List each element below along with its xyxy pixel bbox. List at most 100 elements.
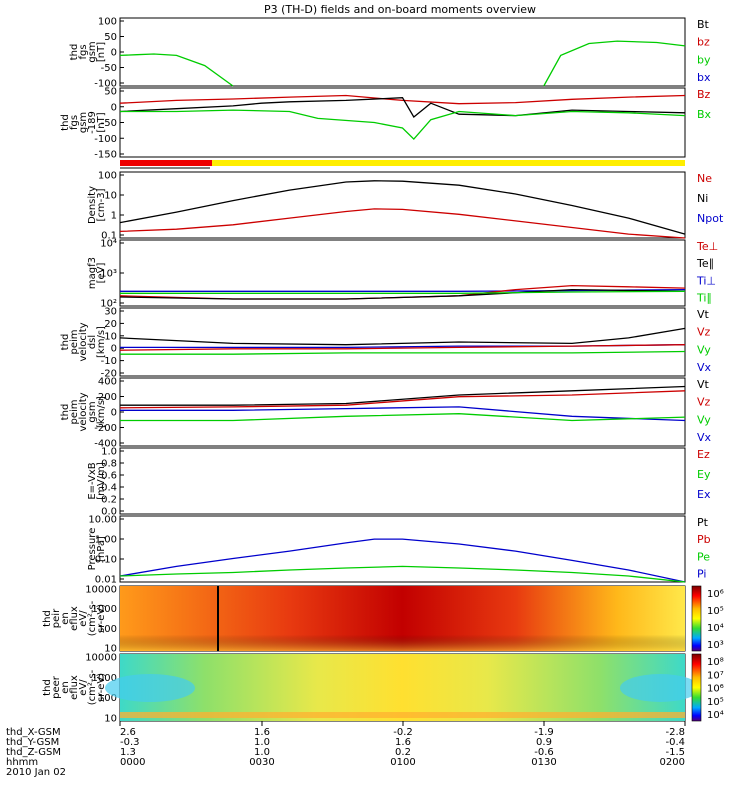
y-axis-label: (cm²-s- xyxy=(87,600,98,636)
y-tick-label: 0 xyxy=(111,48,117,59)
legend-label: Vx xyxy=(697,431,712,444)
electron-spectrogram-low-band xyxy=(120,712,685,718)
x-axis-value: -0.4 xyxy=(665,737,685,748)
y-axis-label: sr-eV) xyxy=(96,604,107,633)
series-line-ne xyxy=(119,208,686,239)
series-line-vy xyxy=(120,413,686,422)
panel-frame xyxy=(119,377,686,447)
y-axis-label: E=-VxB xyxy=(87,462,98,499)
y-axis-label: velocity xyxy=(78,392,89,431)
x-axis-value: 0200 xyxy=(660,757,685,768)
colorbar-ion xyxy=(691,585,702,652)
y-tick-label: 50 xyxy=(104,32,117,43)
x-axis-value: 1.0 xyxy=(254,737,270,748)
y-tick-label: -20 xyxy=(101,369,117,380)
colorbar-label: 10⁵ xyxy=(707,697,724,708)
y-axis-label: [cm-3] xyxy=(96,188,107,221)
y-axis-label: eflux xyxy=(69,606,80,631)
y-axis-label: thd xyxy=(60,404,71,421)
legend-label: Vt xyxy=(697,378,710,391)
series-line-pe xyxy=(119,565,686,583)
series-line-bt xyxy=(119,97,686,118)
y-tick-label: -10 xyxy=(101,356,117,367)
x-axis-value: -0.6 xyxy=(534,747,554,758)
series-line-bz xyxy=(119,94,686,105)
y-axis-label: eV/ xyxy=(78,679,89,696)
x-axis-row-label: thd_Y-GSM xyxy=(6,737,59,748)
x-axis-value: 0130 xyxy=(531,757,556,768)
ion-spectrogram-band xyxy=(120,586,685,651)
y-tick-label: 10² xyxy=(100,299,117,310)
x-axis-value: 0100 xyxy=(390,757,415,768)
y-tick-label: 1.0 xyxy=(101,447,117,458)
y-tick-label: 10 xyxy=(104,331,117,342)
colorbar-label: 10⁶ xyxy=(707,589,724,600)
legend-label: Vx xyxy=(697,361,712,374)
y-axis-label: Pressure xyxy=(87,528,98,571)
series-line-bx xyxy=(120,109,686,141)
series-line-vx xyxy=(120,406,686,422)
colorbar-label: 10³ xyxy=(707,640,724,651)
y-axis-label: [km/s] xyxy=(96,396,107,428)
y-axis-label: thd xyxy=(60,114,71,131)
y-tick-label: 30 xyxy=(104,307,117,318)
x-axis-value: 2.6 xyxy=(120,727,136,738)
legend-label: bz xyxy=(697,36,710,49)
y-tick-label: 10 xyxy=(104,714,117,725)
y-tick-label: 100 xyxy=(98,171,117,182)
y-axis-label: peir xyxy=(51,608,62,628)
legend-label: Pb xyxy=(697,533,711,546)
legend-label: Vy xyxy=(697,343,711,356)
y-axis-label: -189 xyxy=(87,111,98,134)
y-tick-label: 0 xyxy=(111,344,117,355)
y-axis-label: (cm²-s- xyxy=(87,669,98,705)
y-axis-label: Density xyxy=(87,186,98,224)
y-tick-label: 1 xyxy=(111,211,117,222)
y-axis-label: [eV] xyxy=(96,263,107,284)
y-axis-label: thd xyxy=(60,334,71,351)
y-axis-label: gsm xyxy=(87,401,98,422)
y-tick-label: 10000 xyxy=(85,585,117,596)
y-axis-label: eV/ xyxy=(78,610,89,627)
x-axis-value: -1.9 xyxy=(534,727,554,738)
legend-label: Pt xyxy=(697,516,709,529)
y-tick-label: 0 xyxy=(111,408,117,419)
x-axis-value: 1.6 xyxy=(395,737,411,748)
legend-label: by xyxy=(697,53,711,66)
y-axis-label: thd xyxy=(42,610,53,627)
series-line-by xyxy=(119,53,234,87)
y-tick-label: 400 xyxy=(98,377,117,388)
colorbar-label: 10⁴ xyxy=(707,623,724,634)
legend-label: Pi xyxy=(697,567,706,580)
series-line-ti∥ xyxy=(120,290,686,294)
x-axis-row-label: hhmm xyxy=(6,757,38,768)
y-tick-label: 0 xyxy=(111,102,117,113)
y-tick-label: 100 xyxy=(98,693,117,704)
panel-frame xyxy=(119,171,686,239)
panel-7: 1.00.80.60.40.20.0E=-VxB[mV/m] Ez Ey Ex xyxy=(87,447,711,518)
y-tick-label: -200 xyxy=(94,423,117,434)
series-line-vz xyxy=(119,344,686,351)
y-tick-label: 100 xyxy=(98,17,117,28)
series-line-by xyxy=(543,40,686,87)
colorbar-label: 10⁸ xyxy=(707,657,724,668)
legend-label: Bx xyxy=(697,108,712,121)
y-tick-label: 1.00 xyxy=(95,535,117,546)
colorbar-label: 10⁶ xyxy=(707,684,724,695)
y-axis-label: sr-eV) xyxy=(96,673,107,702)
x-axis-value: 0030 xyxy=(249,757,274,768)
legend-label: Bt xyxy=(697,18,710,31)
y-tick-label: 10 xyxy=(104,644,117,655)
x-axis-value: 1.0 xyxy=(254,747,270,758)
legend-label: Ez xyxy=(697,448,710,461)
y-tick-label: -100 xyxy=(94,134,117,145)
series-line-pi xyxy=(119,538,686,583)
panel-frame xyxy=(119,17,686,87)
y-axis-label: peim xyxy=(69,399,80,424)
y-axis-label: [nPa] xyxy=(96,536,107,562)
electron-spectrogram xyxy=(105,654,700,721)
legend-label: Vt xyxy=(697,308,710,321)
x-axis-value: -2.8 xyxy=(665,727,685,738)
series-line-vt xyxy=(119,327,686,346)
